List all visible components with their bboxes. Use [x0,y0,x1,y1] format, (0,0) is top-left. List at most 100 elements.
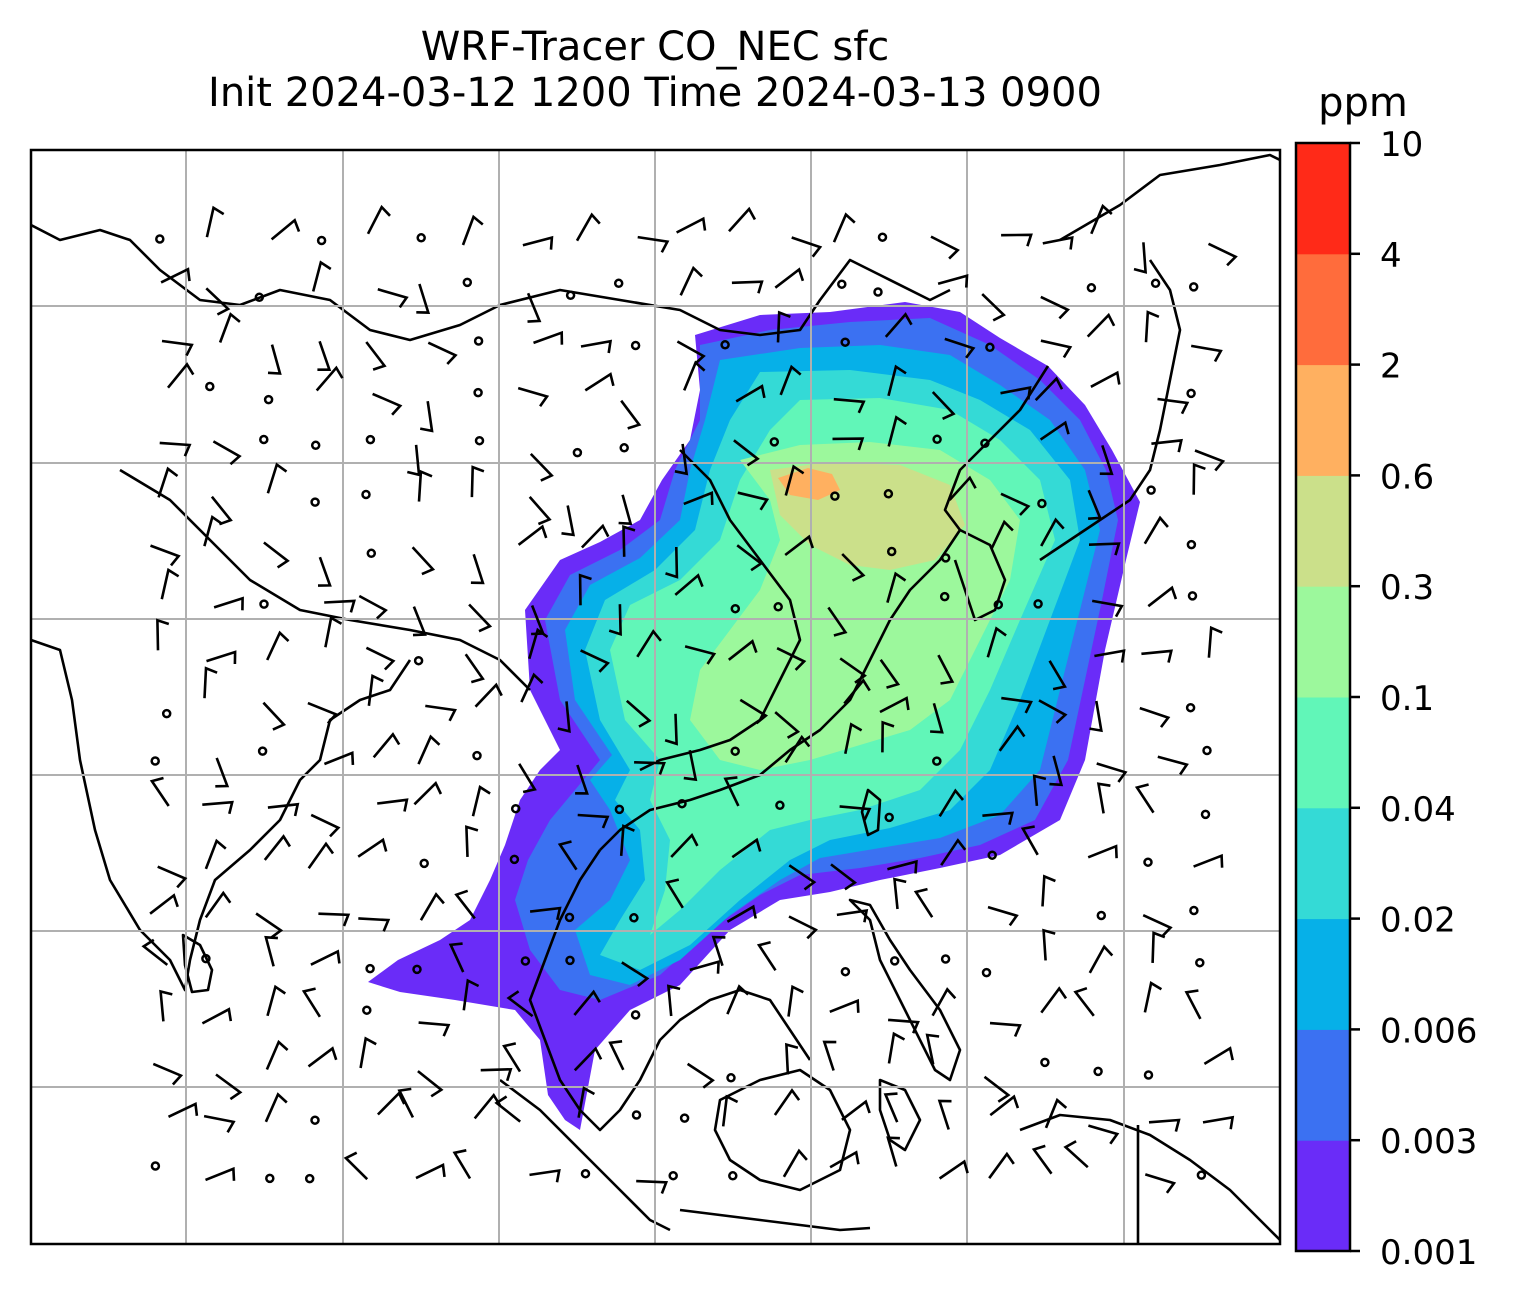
calm-wind-marker [629,913,639,923]
wind-barb [1039,420,1070,441]
calm-wind-marker [1186,388,1196,399]
wind-barb [150,544,181,567]
wind-barb [1040,517,1065,547]
wind-barb [1207,242,1238,267]
wind-barb [937,1099,952,1130]
wind-barb [266,984,287,1017]
wind-barb [218,312,241,343]
wind-barb [670,832,699,858]
calm-wind-marker [265,1173,275,1184]
wind-barb [406,444,421,477]
wind-barb [1031,1144,1053,1175]
wind-barb [883,1092,899,1123]
wind-barb [1157,397,1190,415]
wind-barb [464,653,485,684]
colorbar-band [1296,1029,1350,1141]
wind-barb [470,465,485,498]
wind-barb [412,606,427,637]
wind-barb [266,630,290,661]
wind-barb [310,949,341,966]
wind-barb [263,834,291,861]
coastline-china-east [599,365,1050,851]
wind-barb [886,1136,900,1167]
wind-barb [324,599,356,613]
calm-wind-marker [730,746,740,756]
wind-barb [580,523,610,549]
wind-barb [204,890,232,919]
wind-barb [265,1039,289,1071]
wind-barb [529,1168,561,1183]
wind-barb [418,1021,451,1037]
wind-barb [887,859,918,874]
wind-barb [529,452,554,482]
wind-barb [1184,989,1202,1020]
wind-barb [528,496,552,526]
wind-barb [618,494,633,526]
wind-barb [940,838,967,866]
wind-barb [888,1018,920,1034]
calm-wind-marker [472,750,482,761]
wind-barb [210,495,233,526]
wind-barb [683,491,714,506]
calm-wind-marker [1185,702,1196,713]
calm-wind-marker [150,756,160,766]
wind-barb [1049,755,1064,787]
wind-barb [1040,295,1070,320]
wind-barb [637,235,670,253]
wind-barb [887,415,908,447]
calm-wind-marker [1143,1070,1154,1080]
wind-barb [267,344,282,375]
wind-barb [1032,774,1047,807]
calm-wind-marker [565,955,575,966]
calm-wind-marker [1146,485,1156,495]
wind-barb [830,863,858,891]
wind-barb [159,989,173,1022]
calm-wind-marker [1037,498,1047,509]
wind-barb [580,339,613,354]
wind-barb [480,1067,513,1082]
border-himalaya [119,468,531,691]
wind-barb [636,629,662,658]
calm-wind-marker [259,599,269,609]
wind-barb [160,567,180,600]
wind-barb [533,330,564,345]
wind-barb [1207,625,1223,658]
wind-barb [689,960,720,974]
wind-barb [1157,755,1189,776]
wind-barb [988,1151,1015,1179]
wind-barb [310,813,341,838]
calm-wind-marker [1086,283,1097,293]
border-central-asia [31,223,951,342]
colorbar-band [1296,1140,1350,1252]
calm-wind-marker [155,234,165,244]
wind-barb [1143,981,1163,1013]
wind-barb [1042,928,1056,961]
colorbar-tick-label: 2 [1380,347,1402,387]
calm-wind-marker [1187,591,1198,601]
wind-barb [1203,1046,1234,1066]
wind-barb [215,757,230,788]
wind-barb [156,618,170,651]
wind-barb [1151,931,1166,963]
wind-barb [1139,706,1171,728]
wind-barb [938,1159,969,1180]
wind-barb [502,1042,522,1073]
wind-barb [1090,203,1113,235]
wind-barb [937,654,955,685]
map-title: WRF-Tracer CO_NEC sfc Init 2024-03-12 12… [30,24,1280,116]
wind-barb [1089,700,1103,733]
colorbar-unit: ppm [1318,80,1408,126]
calm-wind-marker [932,434,942,445]
wind-barb [827,606,848,637]
wind-barb [528,627,549,660]
wind-barb [448,942,465,973]
wind-barb [791,236,823,258]
wind-barb [879,696,910,714]
calm-wind-marker [873,287,883,297]
wind-barb [982,811,1015,826]
wind-barb [584,372,615,392]
calm-wind-marker [365,963,375,974]
wind-barb [203,514,223,547]
wind-barb [1194,449,1226,472]
